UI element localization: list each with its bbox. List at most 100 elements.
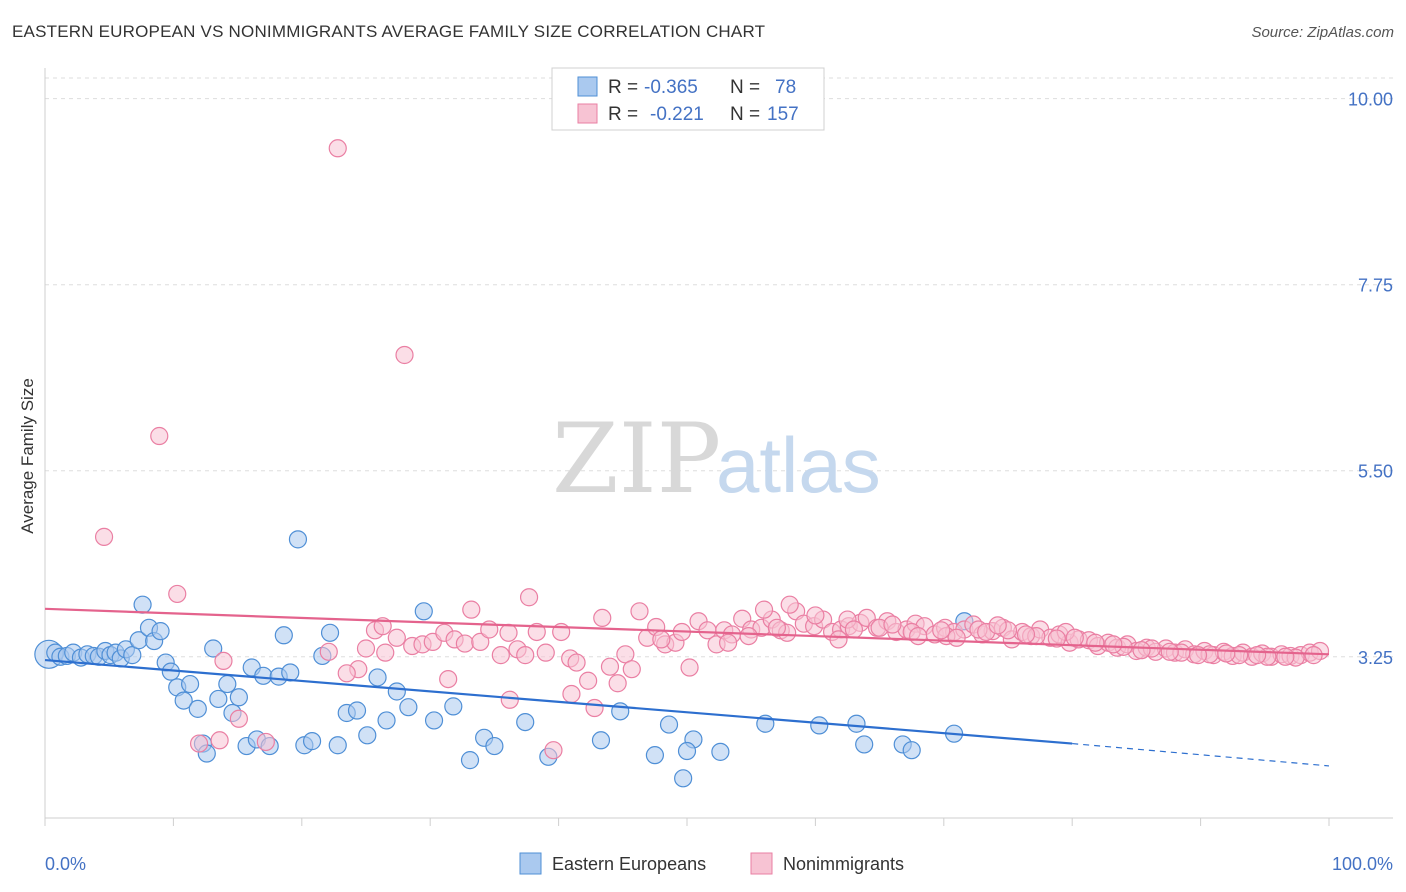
legend-r-value-nonimmigrants: -0.221 [650,104,704,125]
point-nonimmigrants-148 [909,627,928,646]
point-nonimmigrants-7 [256,732,275,752]
point-nonimmigrants-161 [1247,646,1267,665]
point-eastern-56 [444,697,463,716]
x-tick-label-0: 0.0% [45,854,86,874]
point-nonimmigrants-147 [883,615,902,634]
point-nonimmigrants-154 [1047,629,1066,648]
point-eastern-66 [674,769,693,788]
point-nonimmigrants-5 [214,651,233,671]
y-tick-label-3: 10.00 [1348,90,1393,110]
point-nonimmigrants-2 [168,584,187,604]
point-nonimmigrants-139 [562,684,581,704]
y-tick-label-2: 7.75 [1358,276,1393,296]
point-eastern-48 [347,701,367,720]
point-nonimmigrants-117 [754,600,774,619]
bottom-legend-label-nonimmigrants: Nonimmigrants [783,854,904,874]
point-eastern-39 [274,626,293,645]
legend-swatch-eastern [577,76,598,97]
point-eastern-19 [151,622,170,641]
point-nonimmigrants-29 [516,646,535,665]
point-nonimmigrants-119 [806,606,825,625]
point-nonimmigrants-136 [337,664,356,683]
point-eastern-68 [677,741,697,761]
point-nonimmigrants-141 [652,630,671,649]
point-nonimmigrants-15 [387,628,406,647]
point-eastern-71 [810,716,829,735]
point-nonimmigrants-156 [1104,635,1123,654]
point-nonimmigrants-42 [622,660,641,679]
point-nonimmigrants-155 [1065,628,1084,647]
point-nonimmigrants-27 [499,623,518,642]
point-nonimmigrants-143 [739,627,758,646]
axes [44,68,1393,826]
legend-r-label-nonimmigrants: R = [608,104,638,125]
point-eastern-62 [591,731,611,750]
point-nonimmigrants-149 [932,621,951,640]
point-nonimmigrants-138 [500,690,519,709]
point-eastern-45 [320,623,340,642]
point-eastern-29 [209,689,228,709]
point-eastern-25 [188,699,207,718]
point-eastern-50 [368,668,387,687]
legend-r-label-eastern: R = [608,77,638,98]
point-eastern-64 [645,746,665,765]
point-nonimmigrants-38 [585,698,604,718]
point-nonimmigrants-146 [844,620,864,639]
point-nonimmigrants-142 [718,633,738,652]
y-tick-label-1: 5.50 [1358,462,1393,482]
legend-swatch-nonimmigrants [577,103,598,124]
point-eastern-23 [174,691,193,710]
point-nonimmigrants-152 [988,616,1007,635]
point-nonimmigrants-157 [1132,641,1151,660]
point-eastern-43 [302,732,322,751]
point-nonimmigrants-32 [536,643,555,662]
bottom-legend-swatch-nonimmigrants [750,852,773,875]
point-nonimmigrants-145 [829,630,848,649]
point-nonimmigrants-0 [94,527,114,546]
point-eastern-41 [288,530,308,549]
point-eastern-53 [399,698,418,717]
point-eastern-75 [902,741,921,760]
watermark-atlas: atlas [716,421,881,509]
point-nonimmigrants-158 [1160,642,1179,661]
point-nonimmigrants-8 [319,642,338,661]
point-eastern-36 [254,666,273,685]
point-eastern-30 [218,674,237,694]
point-nonimmigrants-31 [527,622,546,642]
watermark: ZIP atlas [552,403,881,515]
legend-n-label-eastern: N = [730,77,760,98]
point-nonimmigrants-1 [150,426,169,446]
legend-n-value-nonimmigrants: 157 [767,104,799,125]
point-nonimmigrants-3 [189,734,209,753]
point-nonimmigrants-30 [519,588,539,607]
legend-r-value-eastern: -0.365 [644,77,698,98]
source-label: Source: ZipAtlas.com [1251,24,1394,41]
point-nonimmigrants-37 [579,671,598,690]
legend-n-value-eastern: 78 [775,77,796,98]
point-nonimmigrants-160 [1217,644,1236,663]
point-eastern-57 [460,751,480,770]
point-eastern-72 [847,714,866,733]
trend-lines [44,607,1330,767]
point-nonimmigrants-33 [544,741,563,760]
bottom-legend: Eastern Europeans Nonimmigrants [519,852,904,875]
point-eastern-65 [659,715,679,734]
point-nonimmigrants-140 [600,657,620,676]
point-nonimmigrants-9 [328,139,347,158]
point-eastern-49 [358,726,377,745]
tick-labels: 3.25 5.50 7.75 10.00 0.0% 100.0% [45,90,1393,874]
point-nonimmigrants-118 [780,595,799,614]
point-nonimmigrants-153 [1016,625,1036,644]
bottom-legend-label-eastern: Eastern Europeans [552,854,706,874]
point-eastern-54 [414,602,433,621]
point-nonimmigrants-162 [1276,647,1295,666]
point-nonimmigrants-144 [767,618,786,637]
y-tick-label-0: 3.25 [1358,648,1393,668]
point-nonimmigrants-36 [567,653,586,672]
point-nonimmigrants-43 [630,602,649,621]
point-eastern-69 [711,742,730,761]
point-eastern-51 [377,711,396,730]
point-nonimmigrants-22 [455,634,474,653]
point-nonimmigrants-40 [608,674,627,693]
